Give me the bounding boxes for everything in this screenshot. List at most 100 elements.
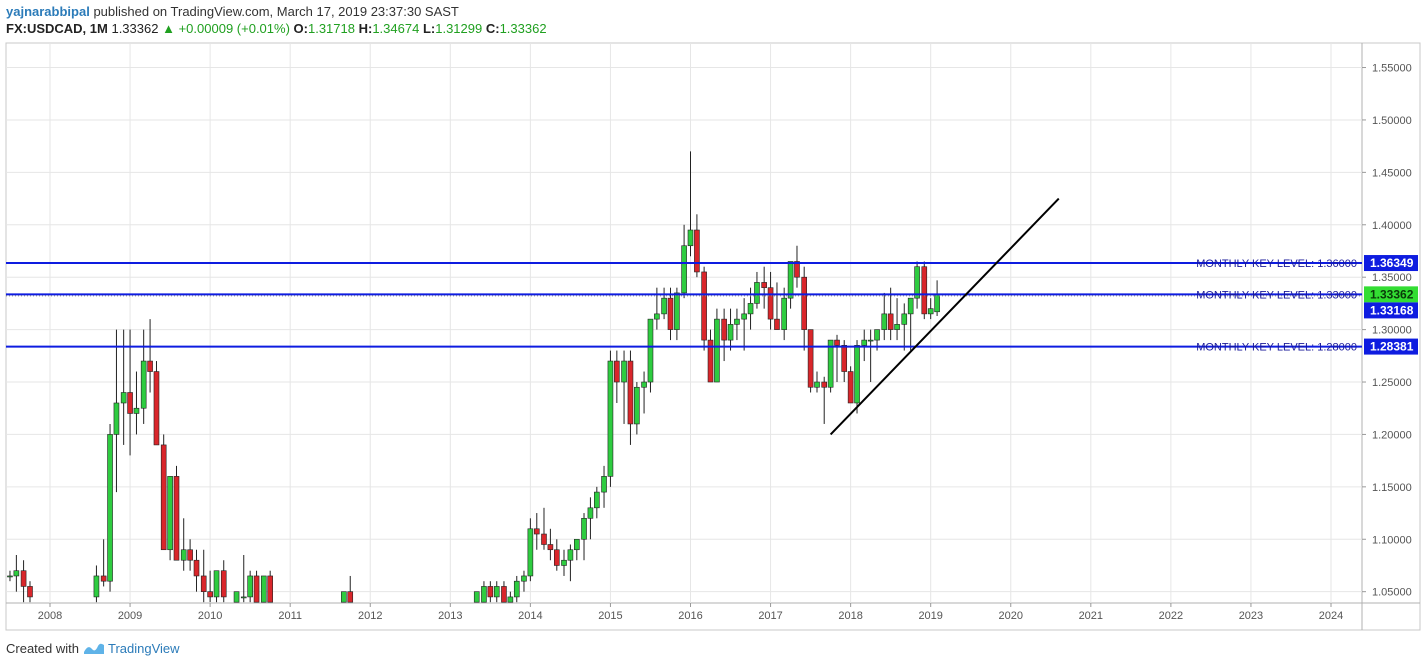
candle-up [507,596,514,603]
candle-up [881,313,888,330]
high-label: H: [358,21,373,36]
candle-up [260,575,267,603]
author-name[interactable]: yajnarabbipal [6,4,90,19]
candle-up [747,303,754,315]
change-up-icon: ▲ [162,21,175,36]
open-value: 1.31718 [307,21,355,36]
close-label: C: [485,21,500,36]
symbol-info: FX:USDCAD, 1M 1.33362 ▲ +0.00009 (+0.01%… [6,21,547,36]
candle-up [341,591,347,603]
candle-down [774,318,780,330]
y-tick-label: 1.55000 [1372,63,1412,75]
x-tick-label: 2016 [678,610,702,622]
x-tick-label: 2010 [198,610,222,622]
x-tick-label: 2013 [438,610,462,622]
candle-up [754,282,760,304]
x-tick-label: 2024 [1319,610,1343,622]
candle-up [13,570,20,577]
y-tick-label: 1.35000 [1372,272,1412,284]
candle-up [621,360,627,383]
x-tick-label: 2008 [38,610,62,622]
candle-down [193,559,200,577]
candle-up [727,324,734,341]
key-level-label: MONTHLY KEY LEVEL: 1.36000 [1196,258,1357,270]
low-value: 1.31299 [435,21,483,36]
candle-down [614,360,620,383]
candles-group [7,151,940,603]
candle-down [721,318,727,341]
x-tick-label: 2022 [1159,610,1183,622]
candle-up [634,386,640,425]
candle-up [120,392,127,404]
candle-up [861,339,868,346]
candle-up [914,266,920,299]
key-level-badge [1364,338,1418,355]
candle-down [267,575,273,603]
candle-down [694,229,700,273]
candle-up [527,528,534,577]
candle-up [581,517,587,540]
x-tick-label: 2015 [598,610,622,622]
publish-text: published on TradingView.com, March 17, … [93,4,459,19]
candle-up [93,575,100,598]
candle-up [781,297,787,330]
candle-down [173,476,180,561]
candle-down [487,586,494,598]
candle-down [127,392,133,414]
candle-up [674,292,680,330]
candle-up [661,297,667,315]
candle-up [113,402,120,435]
candle-up [133,407,140,414]
candle-up [493,586,500,598]
candle-up [180,549,187,561]
candle-up [654,313,660,320]
candle-up [513,580,520,598]
candle-up [714,318,720,383]
candle-up [213,570,220,598]
candle-up [561,559,567,566]
x-tick-label: 2018 [838,610,862,622]
candle-up [894,324,900,330]
candle-up [7,575,13,578]
x-tick-label: 2019 [918,610,942,622]
candle-down [921,266,928,315]
candle-up [521,575,527,582]
candle-down [834,339,840,346]
tradingview-logo-icon[interactable] [83,641,108,656]
x-tick-label: 2012 [358,610,382,622]
footer: Created with TradingView [6,641,180,656]
y-tick-label: 1.30000 [1372,325,1412,337]
candle-down [253,575,260,603]
x-tick-label: 2020 [999,610,1023,622]
high-value: 1.34674 [372,21,420,36]
candle-down [707,339,714,383]
x-tick-label: 2023 [1239,610,1263,622]
candle-down [547,544,554,551]
candle-up [681,245,687,294]
candle-down [553,549,560,566]
candle-up [167,476,173,551]
candle-up [641,381,647,388]
key-level-badge-text: 1.36349 [1370,256,1414,270]
trendline[interactable] [829,197,1060,436]
price-change: +0.00009 (+0.01%) [178,21,290,36]
candle-down [347,591,354,603]
chart-frame [5,42,1421,631]
created-with-text: Created with [6,641,79,656]
close-value: 1.33362 [499,21,547,36]
candle-up [574,538,580,551]
candle-up [854,345,860,404]
x-tick-label: 2021 [1079,610,1103,622]
price-level-badge-text: 1.33168 [1370,303,1414,317]
candle-up [594,491,600,509]
key-level-badge-text: 1.28381 [1370,340,1414,354]
last-price: 1.33362 [111,21,159,36]
tradingview-brand[interactable]: TradingView [108,641,180,656]
low-label: L: [422,21,436,36]
symbol-label[interactable]: FX:USDCAD, 1M [6,21,108,36]
y-tick-label: 1.45000 [1372,167,1412,179]
candle-up [927,308,934,315]
candle-down [100,575,107,582]
candle-down [887,313,894,330]
